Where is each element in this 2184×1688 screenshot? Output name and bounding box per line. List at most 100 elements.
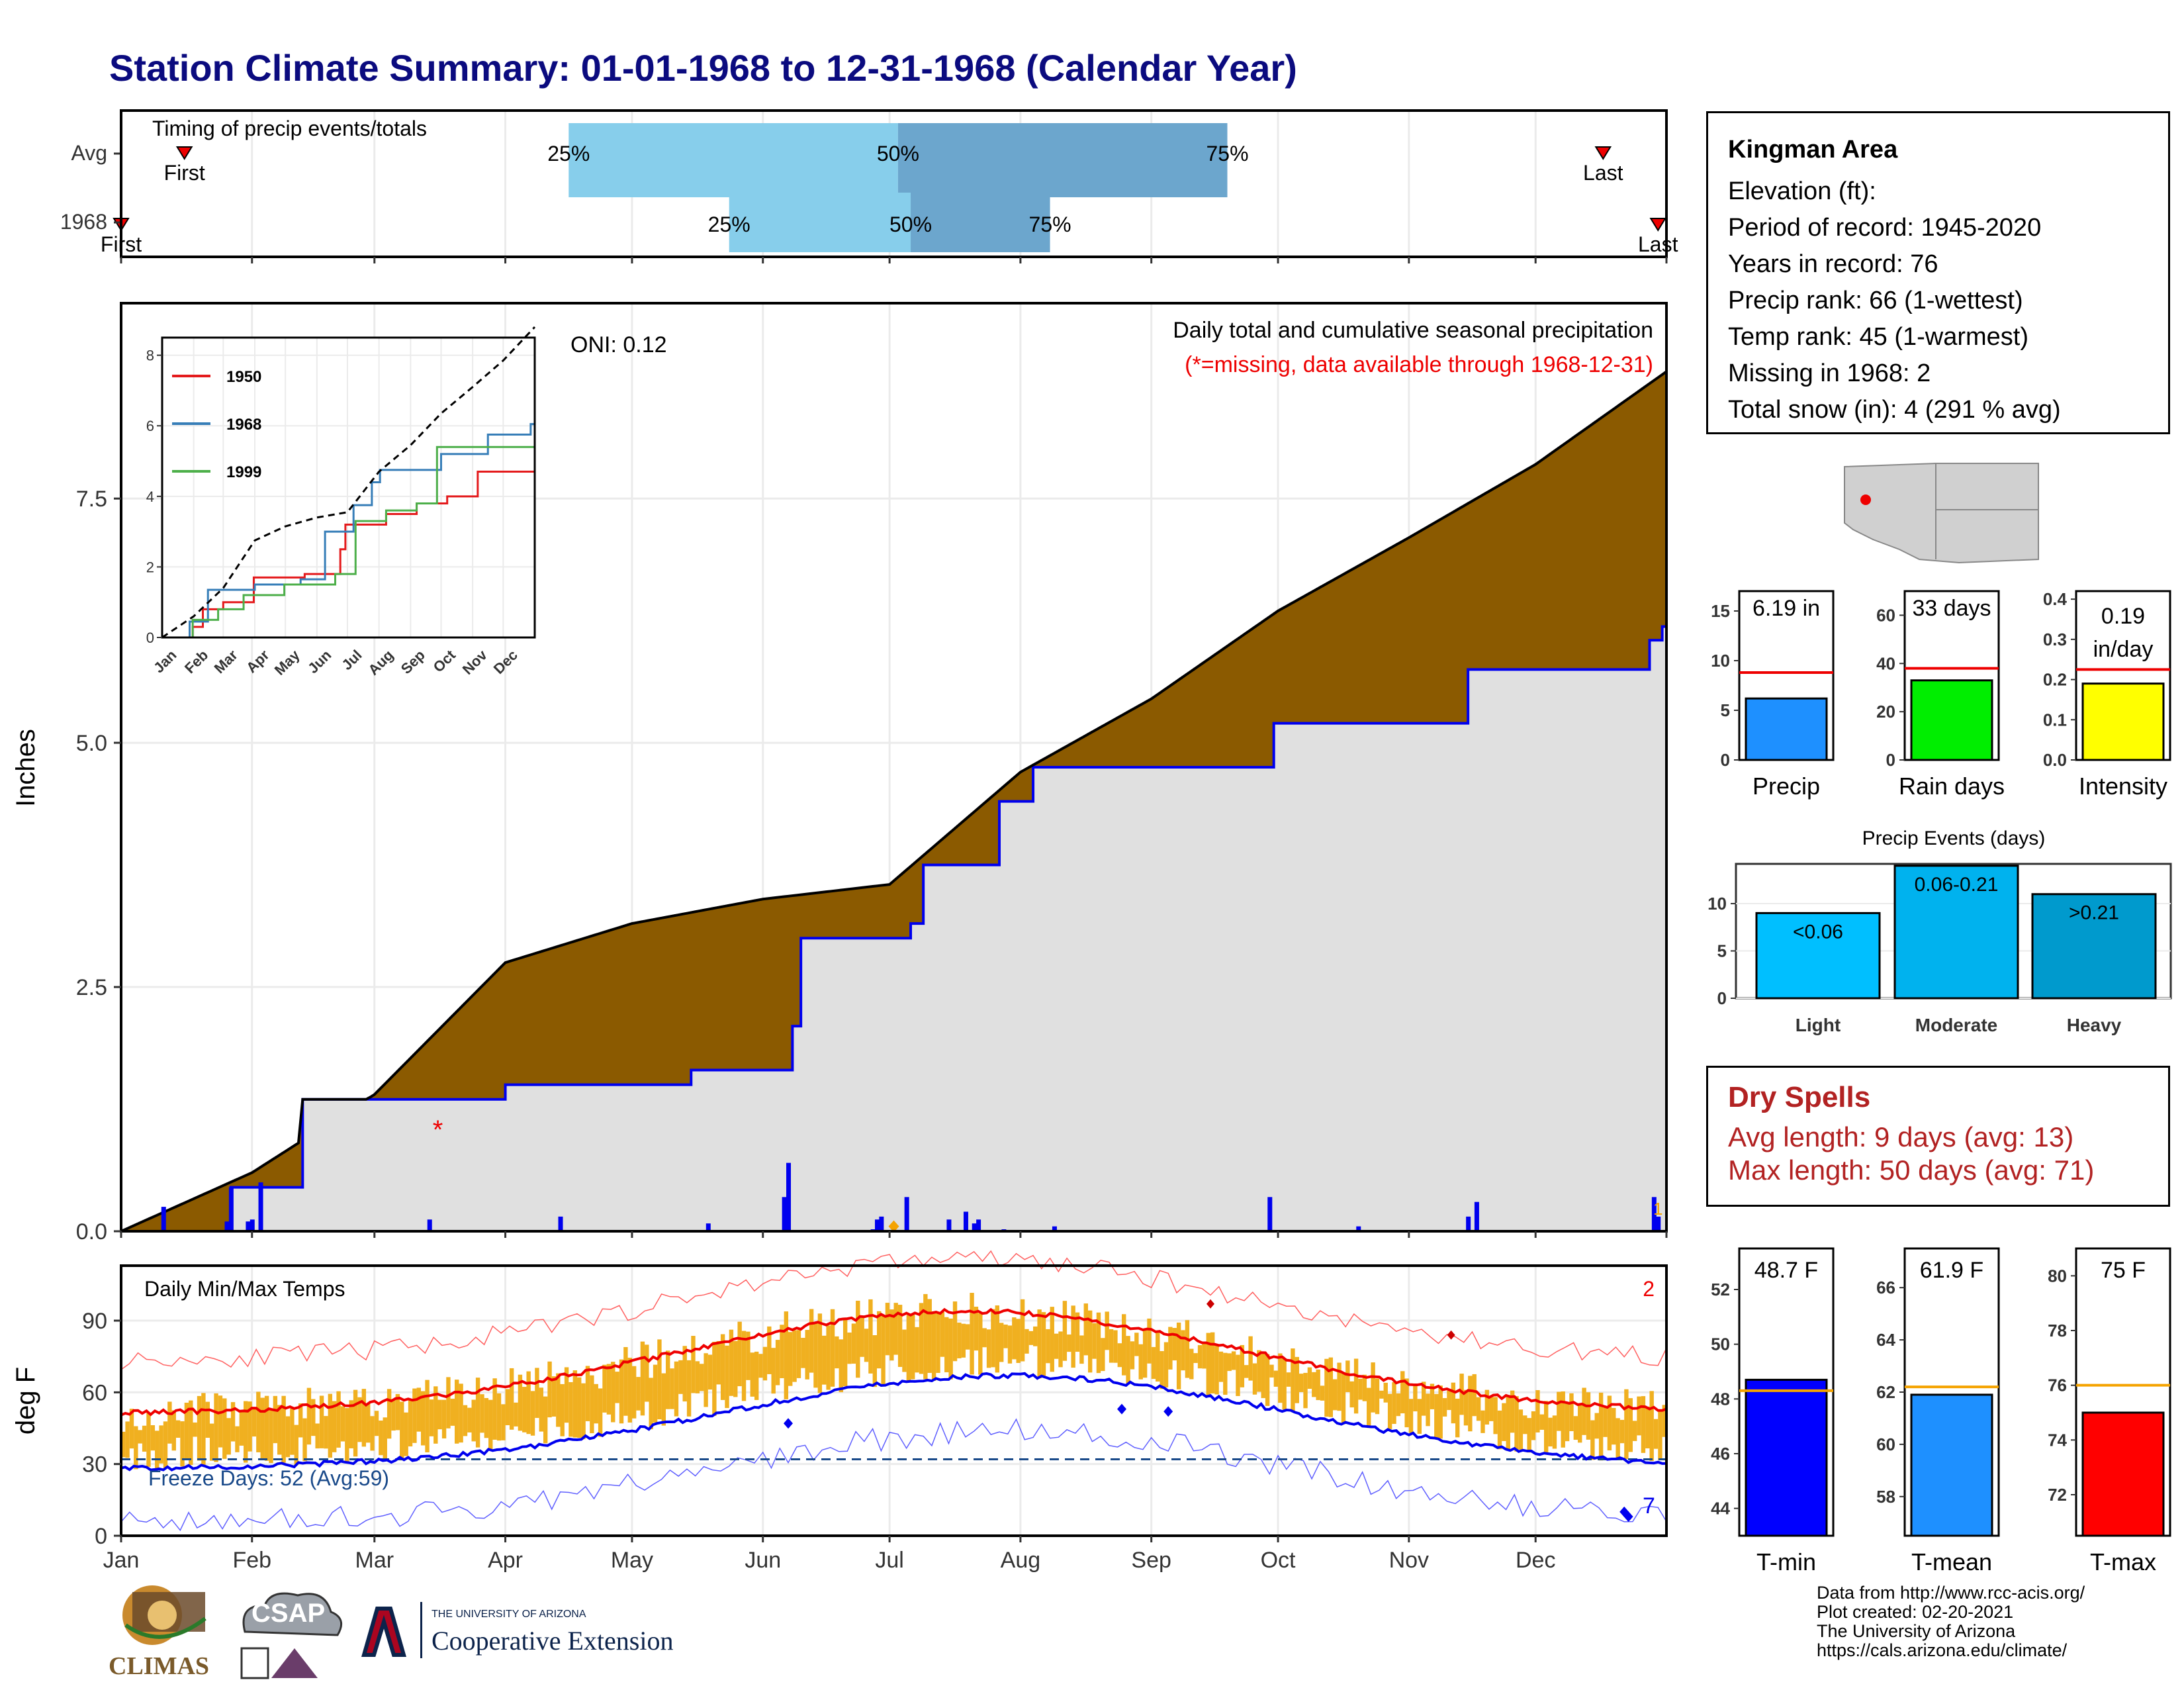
station-info-box: Kingman Area Elevation (ft): Period of r… xyxy=(1706,111,2170,434)
daily-temp-bar xyxy=(269,1409,273,1464)
station-location-marker xyxy=(1860,494,1871,505)
daily-temp-bar xyxy=(842,1319,848,1387)
daily-temp-bar xyxy=(1451,1382,1456,1424)
daily-temp-bar xyxy=(835,1336,839,1369)
info-line: Precip rank: 66 (1-wettest) xyxy=(1728,287,2023,314)
daily-temp-bar xyxy=(235,1426,240,1452)
daily-temp-bar xyxy=(244,1401,248,1463)
temps-missing-count: 2 xyxy=(1643,1277,1655,1301)
summary-bar-ytick-label: 48 xyxy=(1711,1389,1730,1409)
daily-precip-bar xyxy=(879,1216,884,1231)
daily-precip-bar xyxy=(228,1187,234,1231)
daily-temp-bar xyxy=(1202,1342,1206,1369)
daily-temp-bar xyxy=(450,1398,455,1426)
daily-temp-bar xyxy=(923,1293,928,1380)
daily-precip-bar xyxy=(1052,1226,1057,1231)
timing-pct-label: 75% xyxy=(1029,212,1071,236)
daily-temp-bar xyxy=(1426,1393,1430,1427)
daily-temp-bar xyxy=(822,1335,827,1385)
daily-temp-bar xyxy=(1594,1413,1599,1439)
summary-bar-label: Rain days xyxy=(1899,773,2005,800)
precip-ylabel: Inches xyxy=(11,729,40,807)
daily-temp-bar xyxy=(1649,1391,1654,1462)
daily-temp-bar xyxy=(906,1315,911,1382)
page-title: Station Climate Summary: 01-01-1968 to 1… xyxy=(109,47,1297,89)
daily-temp-bar xyxy=(1134,1333,1139,1356)
events-bar-text: 0.06-0.21 xyxy=(1915,874,1999,896)
csap-wordmark: CSAP xyxy=(251,1599,326,1628)
daily-temp-bar xyxy=(1489,1395,1494,1421)
missing-note: (*=missing, data available through 1968-… xyxy=(1185,352,1653,377)
daily-temp-bar xyxy=(1257,1350,1261,1392)
daily-temp-bar xyxy=(1079,1335,1084,1364)
avg-cumulative-line xyxy=(120,370,1668,1233)
daily-temp-bar xyxy=(1421,1382,1426,1416)
daily-temp-bar xyxy=(813,1323,818,1388)
daily-temp-bar xyxy=(306,1387,312,1445)
daily-temp-bar xyxy=(1510,1390,1515,1433)
precip-subtitle: Daily total and cumulative seasonal prec… xyxy=(1173,318,1653,343)
daily-temp-bar xyxy=(1206,1333,1211,1397)
daily-temp-bar xyxy=(1484,1389,1490,1425)
daily-temp-bar xyxy=(1062,1301,1068,1361)
daily-temp-bar xyxy=(839,1339,843,1393)
daily-temp-bar xyxy=(184,1403,189,1460)
daily-temp-bar xyxy=(893,1303,898,1355)
inset-avg-line xyxy=(161,326,536,639)
summary-bar-ytick-label: 10 xyxy=(1711,651,1730,671)
oni-label: ONI: 0.12 xyxy=(570,332,667,357)
daily-temp-bar xyxy=(239,1411,244,1446)
daily-temp-bar xyxy=(936,1312,940,1374)
record-low-marker xyxy=(784,1418,794,1429)
daily-temp-bar xyxy=(700,1364,704,1391)
events-ytick-label: 5 xyxy=(1717,941,1727,961)
daily-temp-bar xyxy=(1641,1396,1646,1453)
daily-temp-bar xyxy=(1662,1405,1667,1437)
daily-temp-bar xyxy=(328,1393,333,1458)
daily-temp-bar xyxy=(425,1380,430,1453)
daily-temp-bar xyxy=(256,1391,261,1452)
summary-bar-ytick-label: 0.4 xyxy=(2043,589,2068,609)
timing-pct-label: 50% xyxy=(889,212,932,236)
daily-temp-bar xyxy=(1565,1402,1570,1442)
daily-temp-bar xyxy=(1092,1323,1097,1359)
daily-temp-bar xyxy=(1067,1334,1071,1352)
credits: Data from http://www.rcc-acis.org/ Plot … xyxy=(1817,1583,2085,1660)
summary-bar-ytick-label: 0.1 xyxy=(2043,710,2067,729)
precip-total-text: 6.19 in xyxy=(1752,596,1820,621)
daily-temp-bar xyxy=(505,1389,510,1426)
daily-temp-bar xyxy=(332,1401,337,1452)
daily-temp-bar xyxy=(970,1293,974,1375)
daily-temp-bar xyxy=(1012,1317,1017,1360)
daily-temp-bar xyxy=(1442,1398,1447,1417)
daily-temp-bar xyxy=(1341,1372,1346,1425)
daily-temp-bar xyxy=(155,1430,159,1470)
daily-temp-bar xyxy=(463,1405,468,1436)
daily-precip-bar xyxy=(1656,1216,1661,1231)
daily-temp-bar xyxy=(1497,1410,1502,1450)
daily-temp-bar xyxy=(294,1425,298,1466)
daily-precip-bar xyxy=(972,1223,977,1231)
daily-temp-bar xyxy=(1561,1391,1565,1448)
temps-month-label: Apr xyxy=(488,1548,523,1573)
daily-temp-bar xyxy=(1244,1365,1249,1378)
daily-temp-bar xyxy=(509,1368,514,1430)
daily-temp-bar xyxy=(1113,1330,1118,1363)
dry-spells-title: Dry Spells xyxy=(1728,1081,1871,1113)
daily-temp-bar xyxy=(1637,1396,1641,1436)
daily-temp-bar xyxy=(1223,1352,1228,1395)
daily-temp-bar xyxy=(1307,1367,1312,1389)
daily-temp-bar xyxy=(1539,1414,1545,1430)
daily-temp-bar xyxy=(1463,1389,1469,1426)
snow-marker-label: 1 xyxy=(1653,1199,1662,1219)
daily-temp-bar xyxy=(370,1416,375,1451)
daily-temp-bar xyxy=(230,1402,236,1442)
daily-temp-bar xyxy=(547,1361,552,1418)
daily-temp-bar xyxy=(501,1404,506,1440)
daily-temp-bar xyxy=(1058,1331,1063,1368)
daily-temp-bar xyxy=(437,1399,442,1430)
summary-bar-ytick-label: 0.3 xyxy=(2043,630,2067,649)
daily-temp-bar xyxy=(1261,1352,1265,1399)
timing-pct-label: 50% xyxy=(877,142,919,165)
